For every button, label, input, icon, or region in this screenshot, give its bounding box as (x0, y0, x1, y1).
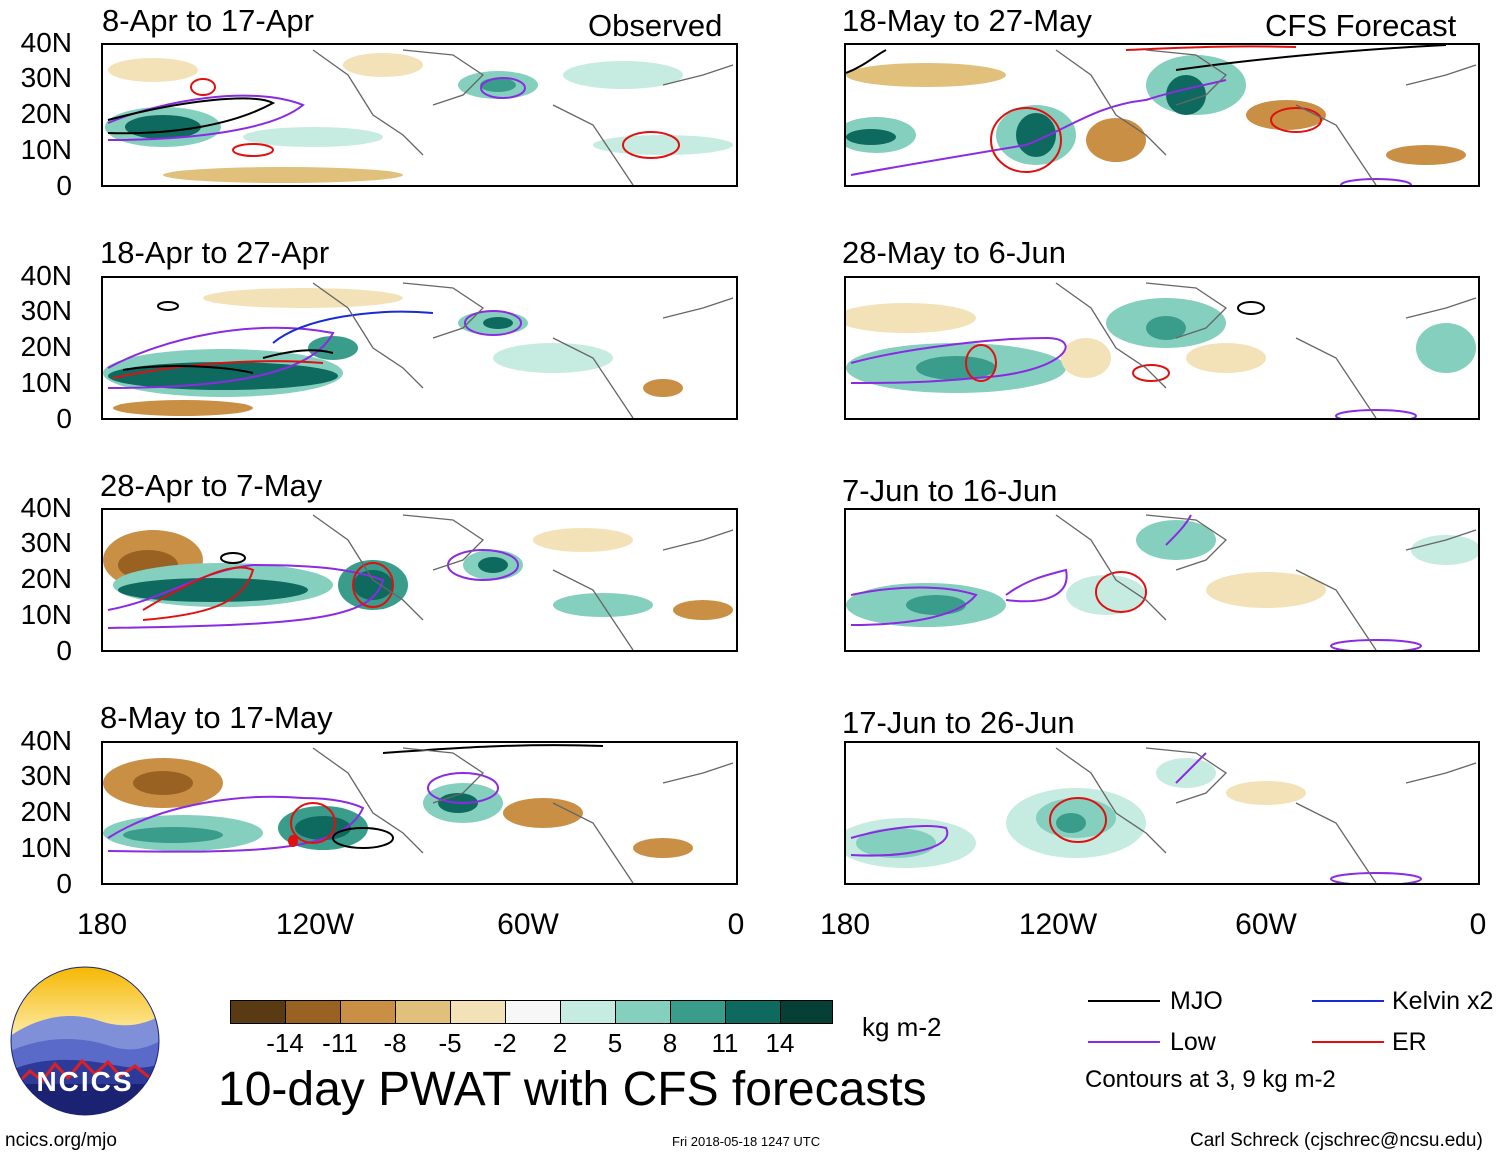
colorbar-bin (285, 1000, 341, 1024)
panel-title: 8-Apr to 17-Apr (102, 3, 314, 38)
colorbar-bin (230, 1000, 286, 1024)
colorbar-bin (560, 1000, 616, 1024)
lat-label: 40N (20, 725, 72, 756)
colorbar-tick: 8 (662, 1028, 678, 1058)
legend-label: Low (1170, 1028, 1216, 1056)
lon-label: 120W (1018, 908, 1098, 941)
lat-label: 10N (20, 367, 72, 398)
main-title: 10-day PWAT with CFS forecasts (218, 1063, 927, 1116)
colorbar-tick: -8 (383, 1028, 407, 1058)
lat-label: 0 (56, 403, 72, 434)
footer-timestamp: Fri 2018-05-18 1247 UTC (672, 1134, 821, 1149)
colorbar-tick: -14 (266, 1028, 304, 1058)
colorbar-tick: 2 (552, 1028, 568, 1058)
lat-label: 20N (20, 796, 72, 827)
map-panel-observed-3 (101, 508, 738, 652)
map-panel-forecast-1 (844, 43, 1480, 187)
map-panel-forecast-4 (844, 741, 1480, 885)
colorbar-bin (725, 1000, 781, 1024)
legend-label: ER (1392, 1028, 1427, 1056)
lon-label: 60W (1235, 908, 1297, 941)
colorbar-tick: 5 (607, 1028, 623, 1058)
legend-swatch-kelvin (1312, 1000, 1384, 1002)
colorbar-tick: -11 (322, 1028, 358, 1058)
panel-title: 28-Apr to 7-May (100, 468, 323, 503)
lat-label: 30N (20, 295, 72, 326)
colorbar-tick: 11 (711, 1028, 739, 1058)
lon-label: 180 (76, 908, 128, 941)
panel-title: 18-May to 27-May (842, 3, 1092, 38)
legend-swatch-low (1088, 1041, 1160, 1043)
forecast-label: CFS Forecast (1265, 8, 1457, 43)
lat-label: 40N (20, 492, 72, 523)
map-panel-observed-1 (101, 43, 738, 187)
lon-label: 0 (727, 908, 745, 941)
colorbar-bin (395, 1000, 451, 1024)
observed-label: Observed (588, 8, 723, 43)
lat-label: 0 (56, 635, 72, 666)
lon-label: 180 (819, 908, 871, 941)
map-panel-forecast-3 (844, 508, 1480, 652)
lat-label: 10N (20, 134, 72, 165)
panel-title: 18-Apr to 27-Apr (100, 235, 330, 270)
colorbar-units: kg m-2 (862, 1012, 942, 1042)
lon-label: 120W (275, 908, 355, 941)
panel-title: 28-May to 6-Jun (842, 235, 1066, 270)
ncics-logo: NCICS (10, 966, 160, 1116)
colorbar-tick: 14 (765, 1028, 795, 1058)
lon-label: 0 (1469, 908, 1487, 941)
panel-title: 7-Jun to 16-Jun (842, 473, 1058, 508)
legend-label: Kelvin x2 (1392, 987, 1494, 1015)
panel-title: 17-Jun to 26-Jun (842, 705, 1075, 740)
map-panel-observed-2 (101, 276, 738, 420)
legend-swatch-mjo (1088, 1000, 1160, 1002)
colorbar-bin (615, 1000, 671, 1024)
lat-label: 40N (20, 260, 72, 291)
legend-label: MJO (1170, 987, 1223, 1015)
footer-url[interactable]: ncics.org/mjo (5, 1130, 117, 1151)
panel-title: 8-May to 17-May (100, 700, 333, 735)
legend-note: Contours at 3, 9 kg m-2 (1085, 1066, 1336, 1093)
colorbar-tick: -2 (493, 1028, 517, 1058)
map-panel-observed-4 (101, 741, 738, 885)
lat-label: 20N (20, 563, 72, 594)
colorbar-bin (780, 1000, 833, 1024)
lat-label: 0 (56, 170, 72, 201)
lat-label: 30N (20, 527, 72, 558)
colorbar-bin (340, 1000, 396, 1024)
lat-label: 10N (20, 599, 72, 630)
lat-label: 20N (20, 98, 72, 129)
legend-swatch-er (1312, 1041, 1384, 1043)
logo-text: NCICS (36, 1066, 134, 1097)
lat-label: 30N (20, 760, 72, 791)
colorbar-tick: -5 (438, 1028, 462, 1058)
lat-label: 20N (20, 331, 72, 362)
colorbar-bin (505, 1000, 561, 1024)
lon-label: 60W (497, 908, 559, 941)
lat-label: 0 (56, 868, 72, 899)
lat-label: 30N (20, 62, 72, 93)
lat-label: 10N (20, 832, 72, 863)
lat-label: 40N (20, 27, 72, 58)
colorbar-bin (670, 1000, 726, 1024)
footer-credit: Carl Schreck (cjschrec@ncsu.edu) (1190, 1130, 1483, 1151)
map-panel-forecast-2 (844, 276, 1480, 420)
colorbar-bin (450, 1000, 506, 1024)
